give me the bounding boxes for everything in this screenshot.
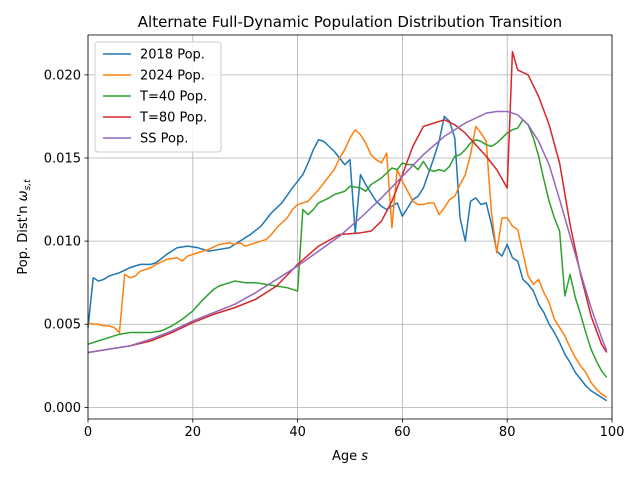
y-tick-label: 0.020 [44,68,81,83]
series-line-ss-pop [87,110,608,354]
legend-box [94,41,222,153]
series-line-2018-pop [87,115,608,402]
x-tick-label: 100 [600,425,625,440]
x-tick-label: 60 [394,425,411,440]
series-lines [87,50,608,402]
x-tick-label: 0 [84,425,92,440]
x-tick-label: 80 [499,425,516,440]
y-tick-label: 0.000 [44,401,81,416]
legend-label: T=40 Pop. [139,90,207,105]
legend-label: SS Pop. [140,132,188,147]
legend-label: T=80 Pop. [139,111,207,126]
legend-label: 2024 Pop. [140,69,205,84]
series-line-t-80-pop [87,50,608,354]
plot-frame [87,34,613,420]
x-axis-title: Age s [332,449,368,464]
axis-ticks: 0 20 40 60 80 100 0.000 0.005 0.010 0.015 0.020 [44,68,625,440]
legend-label: 2018 Pop. [140,48,205,63]
series-line-2024-pop [87,125,608,399]
y-tick-label: 0.010 [44,235,81,250]
series-line-t-40-pop [87,119,608,378]
legend: 2018 Pop. 2024 Pop. T=40 Pop. T=80 Pop. SS P… [94,41,222,153]
y-axis-title: Pop. Dist'n ωs,t [16,179,33,275]
chart-title: Alternate Full-Dynamic Population Distri… [138,13,562,31]
x-tick-label: 40 [289,425,306,440]
y-tick-label: 0.015 [44,152,81,167]
y-tick-label: 0.005 [44,318,81,333]
x-tick-label: 20 [185,425,202,440]
